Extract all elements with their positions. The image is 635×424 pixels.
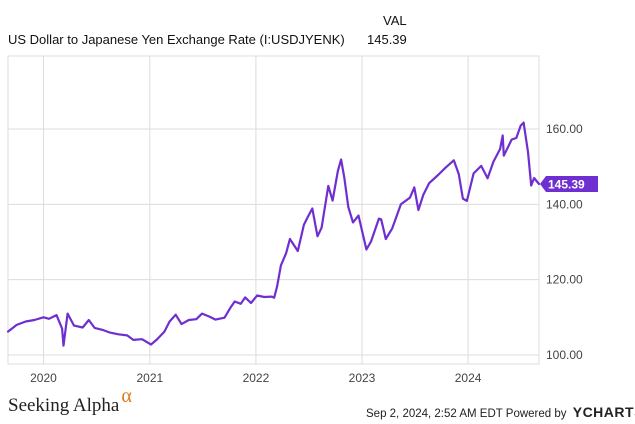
last-value-label-background <box>540 176 598 193</box>
gridlines <box>8 56 539 364</box>
brand-name: Seeking Alpha <box>8 395 120 416</box>
value-column-header: VAL <box>383 13 407 28</box>
y-tick-label: 120.00 <box>546 273 583 287</box>
brand-logo: Seeking Alpha α <box>8 385 132 417</box>
last-value-label-text: 145.39 <box>548 178 585 192</box>
x-tick-label: 2021 <box>136 371 163 385</box>
y-axis-ticks: 100.00 120.00 140.00 160.00 <box>546 122 583 362</box>
footer-timestamp: Sep 2, 2024, 2:52 AM EDT Powered by <box>366 408 567 420</box>
last-value-label: 145.39 <box>540 176 598 193</box>
y-tick-label: 140.00 <box>546 197 583 211</box>
y-tick-label: 160.00 <box>546 122 583 136</box>
x-tick-label: 2023 <box>349 371 376 385</box>
x-axis-ticks: 2020 2021 2022 2023 2024 <box>30 371 482 385</box>
series-line <box>6 121 541 347</box>
x-tick-label: 2024 <box>455 371 482 385</box>
y-tick-label: 100.00 <box>546 348 583 362</box>
series-name: US Dollar to Japanese Yen Exchange Rate … <box>8 32 345 47</box>
ycharts-logo[interactable]: YCHARTS <box>572 404 635 420</box>
plot-area-border <box>7 55 540 365</box>
x-tick-label: 2020 <box>30 371 57 385</box>
footer-credit: Sep 2, 2024, 2:52 AM EDT Powered by YCHA… <box>366 404 635 420</box>
x-tick-label: 2022 <box>243 371 270 385</box>
brand-alpha-icon: α <box>121 385 132 407</box>
series-value: 145.39 <box>367 32 407 47</box>
